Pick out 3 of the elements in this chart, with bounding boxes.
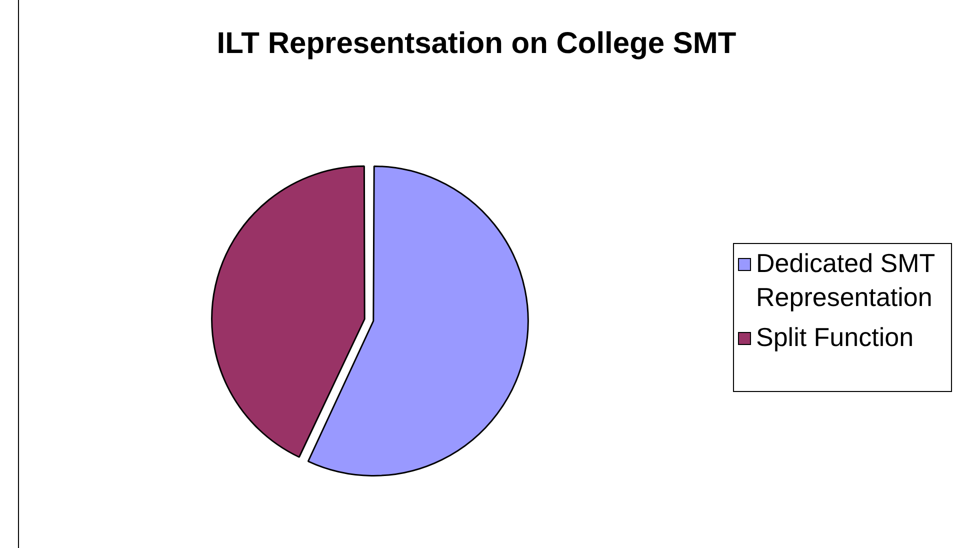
legend-label: Dedicated SMT Representation — [756, 247, 936, 314]
chart-title: ILT Representsation on College SMT — [216, 27, 738, 60]
legend-label: Split Function — [756, 321, 915, 354]
